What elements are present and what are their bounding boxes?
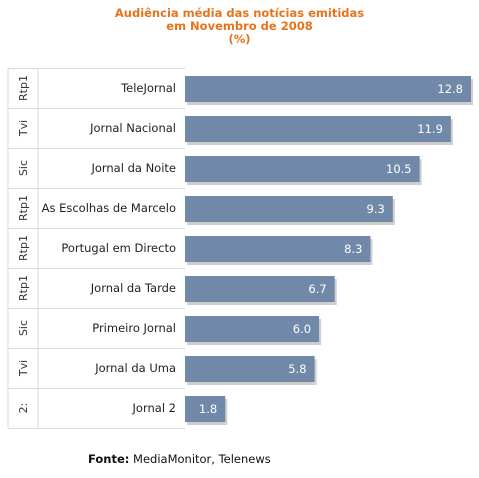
chart-title-line-3: (%) bbox=[228, 32, 251, 46]
channel-label: Sic bbox=[17, 320, 30, 336]
category-label: Jornal da Uma bbox=[94, 361, 176, 375]
channel-label: 2: bbox=[17, 403, 30, 414]
bar bbox=[185, 116, 451, 142]
category-label: As Escolhas de Marcelo bbox=[42, 201, 176, 215]
bar bbox=[185, 356, 315, 382]
channel-label: Rtp1 bbox=[17, 75, 30, 101]
bar bbox=[185, 316, 320, 342]
category-label: Portugal em Directo bbox=[61, 241, 176, 255]
source-label: Fonte: bbox=[88, 452, 130, 466]
channel-label: Tvi bbox=[17, 120, 30, 137]
channel-label: Rtp1 bbox=[17, 235, 30, 261]
bar-value-label: 9.3 bbox=[367, 202, 385, 216]
source-text: MediaMonitor, Telenews bbox=[133, 452, 271, 466]
chart-title: Audiência média das notícias emitidas em… bbox=[0, 7, 479, 46]
bar-value-label: 8.3 bbox=[344, 242, 362, 256]
channel-label: Tvi bbox=[17, 360, 30, 377]
category-label: Primeiro Jornal bbox=[92, 321, 176, 335]
bar bbox=[185, 396, 226, 422]
bar bbox=[185, 76, 471, 102]
bar-value-label: 12.8 bbox=[437, 82, 463, 96]
bar bbox=[185, 236, 371, 262]
bar bbox=[185, 196, 393, 222]
category-label: TeleJornal bbox=[120, 81, 176, 95]
channel-label: Rtp1 bbox=[17, 195, 30, 221]
bar bbox=[185, 276, 335, 302]
chart-title-line-2: em Novembro de 2008 bbox=[166, 19, 313, 33]
source-note: Fonte: MediaMonitor, Telenews bbox=[88, 452, 271, 466]
bar-value-label: 11.9 bbox=[417, 122, 443, 136]
category-label: Jornal da Tarde bbox=[90, 281, 176, 295]
category-label: Jornal Nacional bbox=[89, 121, 176, 135]
bar-value-label: 5.8 bbox=[288, 362, 306, 376]
category-label: Jornal 2 bbox=[132, 401, 176, 415]
bar-value-label: 6.0 bbox=[293, 322, 311, 336]
bar-value-label: 10.5 bbox=[386, 162, 412, 176]
bar-value-label: 1.8 bbox=[199, 402, 217, 416]
chart-title-line-1: Audiência média das notícias emitidas bbox=[114, 6, 365, 20]
bar bbox=[185, 156, 420, 182]
bar-value-label: 6.7 bbox=[308, 282, 326, 296]
channel-label: Sic bbox=[17, 160, 30, 176]
category-label: Jornal da Noite bbox=[90, 161, 176, 175]
channel-label: Rtp1 bbox=[17, 275, 30, 301]
